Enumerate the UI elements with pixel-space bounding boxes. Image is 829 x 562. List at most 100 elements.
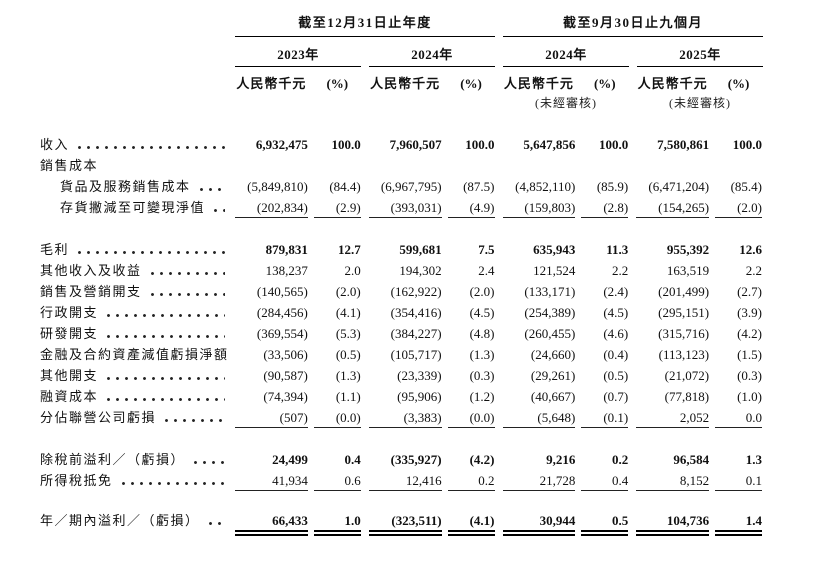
pct-cell: (0.3) (469, 368, 495, 383)
pct-cell: (85.9) (596, 179, 629, 194)
table-row: 融資成本 (74,394) (1.1) (95,906) (1.2) (40,6… (40, 387, 762, 406)
pct-cell: (0.5) (603, 368, 629, 383)
row-label: 貨品及服務銷售成本 (60, 179, 191, 194)
table-row: 銷售及營銷開支 (140,565) (2.0) (162,922) (2.0) … (40, 282, 762, 301)
unit-label: 人民幣千元 (370, 76, 441, 91)
pct-cell: 7.5 (478, 242, 495, 257)
pct-cell: (1.5) (737, 347, 762, 362)
pct-cell: (84.4) (329, 179, 361, 194)
pct-cell: 100.0 (732, 137, 762, 152)
table-row: 毛利 879,831 12.7 599,681 7.5 635,943 11.3… (40, 240, 762, 259)
pct-label: (%) (460, 76, 482, 91)
amount-cell: (113,123) (658, 347, 710, 362)
row-label-cell: 其他開支 (40, 366, 235, 385)
row-label-cell: 存貨撇減至可變現淨值 (40, 198, 235, 217)
pct-cell: (0.3) (737, 368, 762, 383)
row-spacer (40, 493, 762, 511)
table-row: 分佔聯營公司虧損 (507) (0.0) (3,383) (0.0) (5,64… (40, 408, 762, 428)
amount-cell: (133,171) (524, 284, 576, 299)
amount-cell: 12,416 (368, 471, 442, 491)
year-column-2023: 2023年 (235, 44, 361, 67)
dot-leader (107, 377, 225, 380)
pct-cell: (0.5) (335, 347, 361, 362)
dot-leader (208, 522, 225, 525)
amount-cell: 6,932,475 (255, 137, 308, 152)
pct-cell: (4.5) (469, 305, 495, 320)
pct-cell: (4.8) (469, 326, 495, 341)
amount-cell: (201,499) (658, 284, 710, 299)
pct-cell: 100.0 (599, 137, 629, 152)
dot-leader (150, 272, 225, 275)
row-label: 除稅前溢利／（虧損） (40, 452, 186, 467)
table-row: 年／期內溢利／（虧損） 66,433 1.0 (323,511) (4.1) 3… (40, 511, 762, 536)
pct-cell: (2.0) (335, 284, 361, 299)
period-group-nine-months-title: 截至9月30日止九個月 (562, 15, 703, 30)
pct-cell: (1.3) (469, 347, 495, 362)
amount-cell: (260,455) (524, 326, 576, 341)
amount-cell: (335,927) (390, 452, 442, 467)
amount-cell: (4,852,110) (515, 179, 576, 194)
dot-leader (199, 188, 225, 191)
unit-label: 人民幣千元 (236, 76, 307, 91)
row-label: 行政開支 (40, 305, 99, 320)
dot-leader (107, 398, 225, 401)
amount-cell: (29,261) (530, 368, 576, 383)
pct-cell: 0.4 (344, 452, 361, 467)
row-label-cell: 所得稅抵免 (40, 471, 235, 490)
row-label: 年／期內溢利／（虧損） (40, 513, 200, 528)
amount-cell: (77,818) (664, 389, 710, 404)
unit-label: 人民幣千元 (503, 76, 574, 91)
pct-cell: 100.0 (465, 137, 495, 152)
row-label: 銷售及營銷開支 (40, 284, 142, 299)
pct-cell: (0.7) (603, 389, 629, 404)
row-label: 毛利 (40, 242, 70, 257)
row-label-cell: 收入 (40, 135, 235, 154)
header-year-columns: 2023年 2024年 2024年 2025年 (40, 44, 763, 67)
row-spacer (40, 220, 762, 240)
amount-cell: (140,565) (256, 284, 308, 299)
row-label: 所得稅抵免 (40, 473, 113, 488)
amount-cell: 5,647,856 (523, 137, 576, 152)
amount-cell: 104,736 (636, 511, 710, 536)
amount-cell: 7,580,861 (657, 137, 710, 152)
income-statement-table: 截至12月31日止年度 截至9月30日止九個月 2023年 2024年 2024… (40, 12, 763, 538)
amount-cell: (40,667) (530, 389, 576, 404)
header-unaudited-row: (未經審核) (未經審核) (40, 94, 762, 111)
amount-cell: (74,394) (263, 389, 308, 404)
table-row: 除稅前溢利／（虧損） 24,499 0.4 (335,927) (4.2) 9,… (40, 450, 762, 469)
row-spacer (40, 430, 762, 450)
row-label: 其他開支 (40, 368, 99, 383)
amount-cell: (23,339) (397, 368, 442, 383)
unit-label: 人民幣千元 (637, 76, 708, 91)
pct-cell: (2.0) (715, 198, 762, 218)
pct-cell: (2.7) (737, 284, 762, 299)
dot-leader (165, 419, 225, 422)
row-label: 收入 (40, 137, 70, 152)
dot-leader (194, 461, 225, 464)
dot-leader (107, 335, 225, 338)
amount-cell: 96,584 (673, 452, 710, 467)
pct-cell: (4.9) (447, 198, 495, 218)
header-period-groups: 截至12月31日止年度 截至9月30日止九個月 (40, 12, 763, 37)
table-body: 收入 6,932,475 100.0 7,960,507 100.0 5,647… (40, 135, 762, 536)
pct-label: (%) (326, 76, 349, 91)
pct-cell: 2.2 (745, 263, 762, 278)
pct-cell: (4.1) (447, 511, 495, 536)
pct-cell: (1.3) (335, 368, 361, 383)
unaudited-note-2024: (未經審核) (535, 96, 597, 110)
year-column-2024-annual: 2024年 (369, 44, 495, 67)
row-label-cell: 研發開支 (40, 324, 235, 343)
pct-cell: (4.5) (603, 305, 629, 320)
dot-leader (78, 146, 225, 149)
amount-cell: (159,803) (502, 198, 576, 218)
pct-cell: (2.9) (313, 198, 361, 218)
pct-cell: (2.4) (603, 284, 629, 299)
pct-cell: (2.8) (581, 198, 629, 218)
pct-cell: (0.0) (447, 408, 495, 428)
amount-cell: 9,216 (546, 452, 576, 467)
table-row: 銷售成本 (40, 156, 762, 175)
amount-cell: (323,511) (368, 511, 442, 536)
amount-cell: 121,524 (533, 263, 576, 278)
pct-cell: (4.2) (737, 326, 762, 341)
amount-cell: (154,265) (636, 198, 710, 218)
